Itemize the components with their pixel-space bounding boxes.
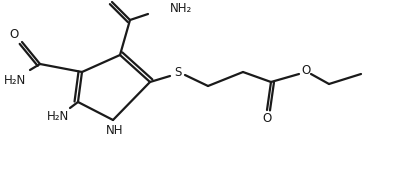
Text: H₂N: H₂N (4, 74, 26, 86)
Text: O: O (301, 63, 310, 76)
Text: S: S (174, 66, 182, 79)
Text: O: O (9, 29, 19, 42)
Text: O: O (262, 112, 272, 125)
Text: NH₂: NH₂ (170, 2, 192, 15)
Text: H₂N: H₂N (47, 110, 69, 122)
Text: NH: NH (106, 124, 124, 136)
Text: O: O (102, 0, 112, 2)
